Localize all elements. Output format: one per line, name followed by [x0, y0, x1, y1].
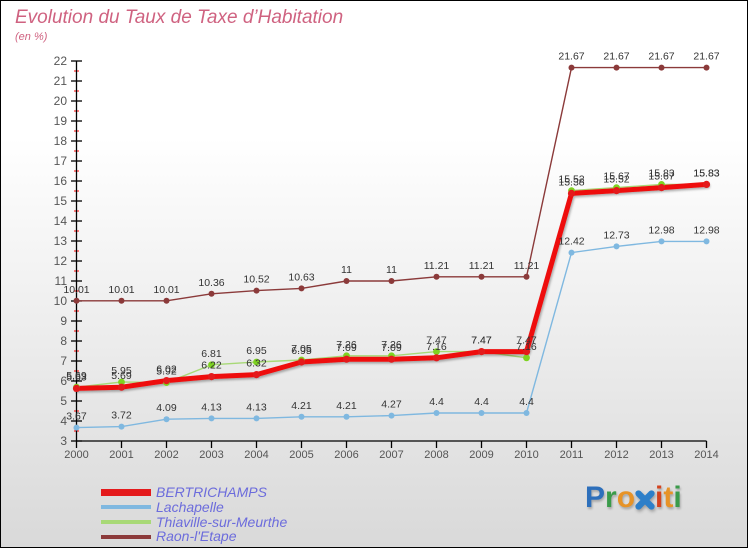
svg-text:4.4: 4.4 — [429, 396, 444, 408]
svg-text:10.01: 10.01 — [108, 284, 134, 296]
svg-text:10.01: 10.01 — [63, 284, 89, 296]
svg-text:6.95: 6.95 — [246, 345, 267, 357]
svg-text:4.4: 4.4 — [474, 396, 489, 408]
svg-text:6.81: 6.81 — [201, 348, 222, 360]
svg-text:6.32: 6.32 — [246, 358, 267, 370]
svg-text:17: 17 — [54, 154, 68, 168]
svg-text:2013: 2013 — [649, 449, 673, 461]
svg-text:20: 20 — [54, 94, 68, 108]
svg-text:5: 5 — [60, 394, 67, 408]
svg-text:15: 15 — [54, 194, 68, 208]
svg-text:2014: 2014 — [694, 449, 718, 461]
svg-text:2010: 2010 — [514, 449, 538, 461]
svg-text:18: 18 — [54, 134, 68, 148]
svg-text:6.95: 6.95 — [291, 345, 312, 357]
svg-text:4.09: 4.09 — [156, 402, 177, 414]
svg-text:2000: 2000 — [64, 449, 88, 461]
svg-text:12.42: 12.42 — [558, 236, 584, 248]
svg-text:21.67: 21.67 — [558, 51, 584, 63]
svg-text:11: 11 — [341, 264, 352, 276]
svg-text:2006: 2006 — [334, 449, 358, 461]
svg-text:4.21: 4.21 — [336, 400, 357, 412]
svg-text:10.36: 10.36 — [198, 277, 224, 289]
svg-text:2012: 2012 — [604, 449, 628, 461]
svg-text:4.21: 4.21 — [291, 400, 312, 412]
svg-text:19: 19 — [54, 114, 68, 128]
svg-text:3.67: 3.67 — [66, 411, 87, 423]
svg-text:15.52: 15.52 — [603, 174, 629, 186]
svg-text:7.47: 7.47 — [471, 335, 492, 347]
svg-text:10.01: 10.01 — [153, 284, 179, 296]
svg-text:21.67: 21.67 — [648, 51, 674, 63]
svg-text:10.63: 10.63 — [288, 271, 314, 283]
svg-text:2005: 2005 — [289, 449, 313, 461]
svg-text:2008: 2008 — [424, 449, 448, 461]
svg-text:4.13: 4.13 — [246, 401, 267, 413]
svg-text:4.27: 4.27 — [381, 399, 402, 411]
svg-text:15.67: 15.67 — [648, 171, 674, 183]
svg-text:3.72: 3.72 — [111, 410, 132, 422]
svg-text:16: 16 — [54, 174, 68, 188]
svg-text:2004: 2004 — [244, 449, 268, 461]
svg-text:8: 8 — [60, 334, 67, 348]
svg-text:11.21: 11.21 — [514, 260, 540, 272]
svg-text:5.63: 5.63 — [66, 371, 87, 383]
svg-text:11.21: 11.21 — [424, 260, 450, 272]
svg-text:3: 3 — [60, 434, 67, 448]
svg-text:2001: 2001 — [109, 449, 133, 461]
svg-text:9: 9 — [60, 314, 67, 328]
svg-text:7.09: 7.09 — [381, 342, 402, 354]
svg-text:7.09: 7.09 — [336, 342, 357, 354]
svg-text:22: 22 — [54, 54, 68, 68]
svg-text:13: 13 — [54, 234, 68, 248]
svg-text:14: 14 — [54, 214, 68, 228]
svg-text:11: 11 — [386, 264, 397, 276]
svg-text:12.73: 12.73 — [603, 229, 629, 241]
svg-text:15.38: 15.38 — [558, 176, 584, 188]
svg-text:21: 21 — [54, 74, 68, 88]
svg-text:12.98: 12.98 — [693, 224, 719, 236]
svg-text:2002: 2002 — [154, 449, 178, 461]
svg-text:6.02: 6.02 — [156, 364, 177, 376]
svg-text:7: 7 — [60, 354, 67, 368]
svg-text:2009: 2009 — [469, 449, 493, 461]
svg-text:10: 10 — [54, 294, 68, 308]
svg-text:11.21: 11.21 — [469, 260, 495, 272]
svg-text:7.47: 7.47 — [516, 335, 537, 347]
svg-text:10.52: 10.52 — [243, 274, 269, 286]
svg-text:6.22: 6.22 — [201, 360, 222, 372]
svg-text:4.4: 4.4 — [519, 396, 534, 408]
svg-text:15.83: 15.83 — [693, 167, 719, 179]
svg-text:4.13: 4.13 — [201, 401, 222, 413]
svg-text:21.67: 21.67 — [603, 51, 629, 63]
svg-text:12: 12 — [54, 254, 68, 268]
svg-text:12.98: 12.98 — [648, 224, 674, 236]
svg-text:5.69: 5.69 — [111, 370, 132, 382]
svg-text:2007: 2007 — [379, 449, 403, 461]
svg-text:7.16: 7.16 — [426, 341, 447, 353]
svg-text:2011: 2011 — [560, 449, 584, 461]
svg-text:2003: 2003 — [199, 449, 223, 461]
svg-text:21.67: 21.67 — [693, 51, 719, 63]
